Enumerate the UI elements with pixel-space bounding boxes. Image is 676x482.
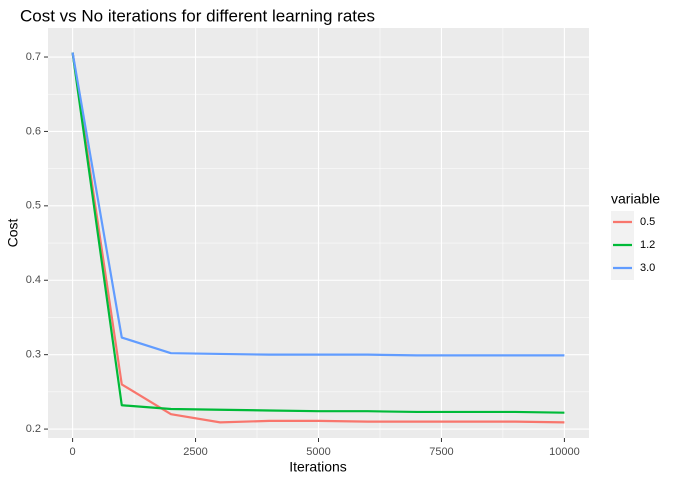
y-tick-label: 0.7 xyxy=(26,51,41,63)
y-tick-label: 0.2 xyxy=(26,423,41,435)
y-tick-label: 0.3 xyxy=(26,349,41,361)
x-tick-label: 2500 xyxy=(183,446,207,458)
x-tick-label: 5000 xyxy=(306,446,330,458)
line xyxy=(71,52,565,357)
y-tick-label: 0.6 xyxy=(26,125,41,137)
y-tick-label: 0.4 xyxy=(26,274,41,286)
legend-label: 0.5 xyxy=(640,216,655,228)
y-tick-label: 0.5 xyxy=(26,200,41,212)
line xyxy=(71,52,565,424)
y-axis-label: Cost xyxy=(5,219,21,248)
x-tick-label: 0 xyxy=(70,446,76,458)
legend-label: 1.2 xyxy=(640,239,655,251)
legend-label: 3.0 xyxy=(640,262,655,274)
x-axis-label: Iterations xyxy=(289,459,347,475)
x-tick-label: 10000 xyxy=(549,446,580,458)
legend-title: variable xyxy=(611,191,660,207)
x-tick-label: 7500 xyxy=(429,446,453,458)
chart-title: Cost vs No iterations for different lear… xyxy=(20,6,375,25)
line xyxy=(71,52,565,414)
